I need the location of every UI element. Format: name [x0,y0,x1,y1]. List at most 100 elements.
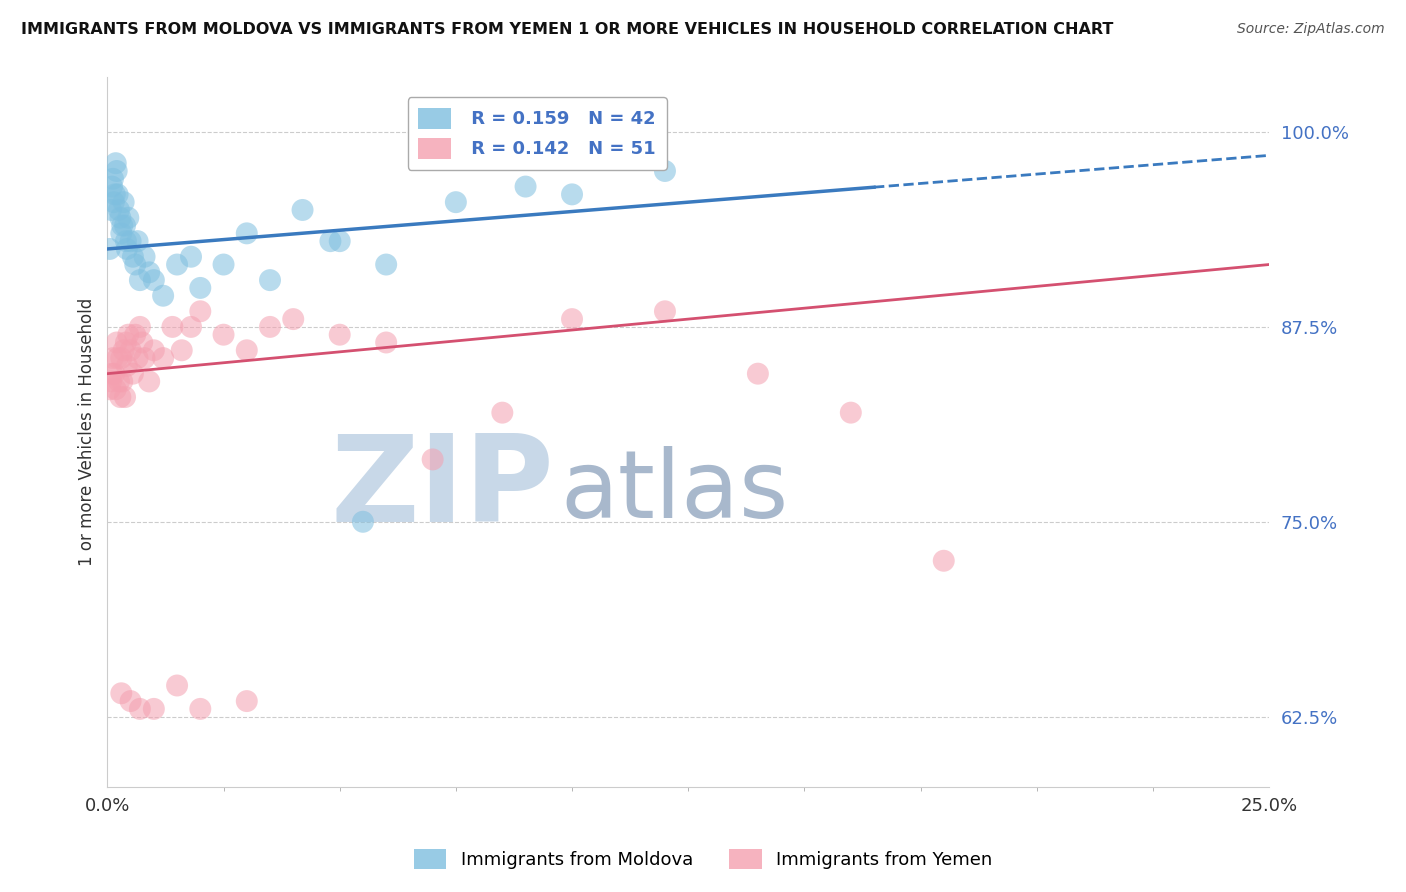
Point [104,156,127,170]
Point [491,406,513,420]
Point [104,382,127,396]
Point [117,327,139,342]
Point [188,281,211,295]
Point [111,375,134,389]
Point [180,319,202,334]
Point [103,367,125,381]
Point [129,702,152,716]
Point [932,554,955,568]
Point [100,202,122,217]
Point [110,227,132,241]
Point [259,319,281,334]
Point [129,319,152,334]
Y-axis label: 1 or more Vehicles in Household: 1 or more Vehicles in Household [79,298,96,566]
Point [142,702,165,716]
Point [112,195,135,210]
Point [98,382,121,396]
Point [115,359,138,373]
Point [212,327,235,342]
Point [170,343,193,358]
Point [127,234,149,248]
Point [124,327,146,342]
Point [188,304,211,318]
Point [188,702,211,716]
Point [561,187,583,202]
Point [236,694,259,708]
Point [129,273,152,287]
Point [142,343,165,358]
Point [515,179,537,194]
Point [114,390,136,404]
Point [375,258,398,272]
Point [105,164,128,178]
Point [104,187,127,202]
Text: IMMIGRANTS FROM MOLDOVA VS IMMIGRANTS FROM YEMEN 1 OR MORE VEHICLES IN HOUSEHOLD: IMMIGRANTS FROM MOLDOVA VS IMMIGRANTS FR… [21,22,1114,37]
Point [839,406,862,420]
Legend:  R = 0.159   N = 42,  R = 0.142   N = 51: R = 0.159 N = 42, R = 0.142 N = 51 [408,97,666,169]
Point [319,234,342,248]
Point [561,312,583,326]
Point [166,258,188,272]
Point [444,195,467,210]
Text: Source: ZipAtlas.com: Source: ZipAtlas.com [1237,22,1385,37]
Point [103,195,125,210]
Point [422,452,444,467]
Point [134,250,156,264]
Text: ZIP: ZIP [330,431,554,548]
Point [259,273,281,287]
Point [107,351,129,365]
Point [747,367,769,381]
Point [142,273,165,287]
Point [98,242,121,256]
Point [212,258,235,272]
Point [352,515,374,529]
Point [329,234,352,248]
Point [122,250,145,264]
Point [112,343,135,358]
Point [180,250,202,264]
Legend: Immigrants from Moldova, Immigrants from Yemen: Immigrants from Moldova, Immigrants from… [405,839,1001,879]
Point [110,351,132,365]
Point [108,375,131,389]
Point [101,179,124,194]
Point [152,351,174,365]
Point [107,187,129,202]
Point [101,351,124,365]
Point [114,219,136,233]
Point [124,258,146,272]
Point [100,375,122,389]
Point [138,375,160,389]
Point [115,234,138,248]
Point [291,202,314,217]
Point [283,312,305,326]
Point [162,319,184,334]
Point [329,327,352,342]
Point [138,265,160,279]
Point [122,367,145,381]
Point [110,686,132,700]
Point [110,211,132,225]
Point [120,694,142,708]
Point [131,335,153,350]
Point [152,289,174,303]
Point [115,242,138,256]
Point [108,202,131,217]
Point [166,678,188,692]
Point [654,304,676,318]
Point [236,343,259,358]
Point [105,335,128,350]
Text: atlas: atlas [561,446,789,539]
Point [236,227,259,241]
Point [375,335,398,350]
Point [127,351,149,365]
Point [115,335,138,350]
Point [111,219,134,233]
Point [110,390,132,404]
Point [101,171,124,186]
Point [134,351,156,365]
Point [120,234,142,248]
Point [117,211,139,225]
Point [120,343,142,358]
Point [654,164,676,178]
Point [101,367,124,381]
